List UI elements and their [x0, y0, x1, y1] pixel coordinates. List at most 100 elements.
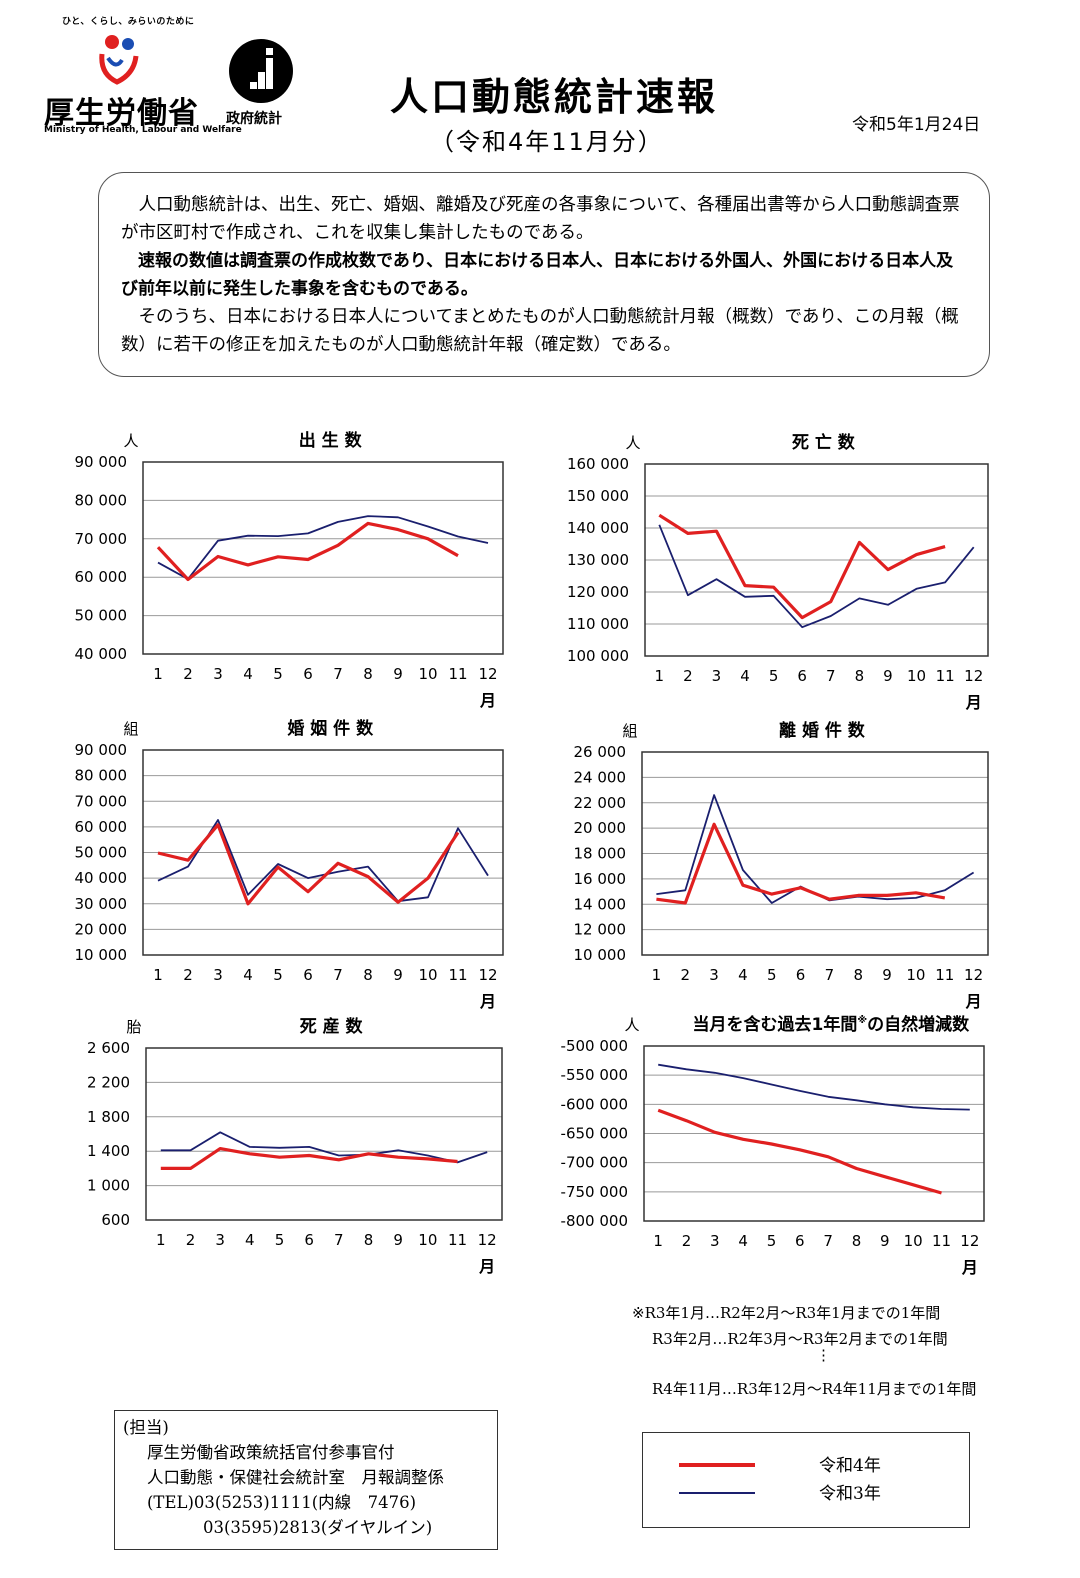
note-line-1: ※R3年1月…R2年2月～R3年1月までの1年間 — [632, 1304, 941, 1322]
births-xtick-label: 3 — [213, 665, 223, 683]
births-xtick-label: 12 — [478, 665, 497, 683]
deaths-title: 死 亡 数 — [792, 432, 856, 453]
deaths-ytick-label: 150 000 — [567, 487, 629, 505]
marriages-ytick-label: 20 000 — [75, 920, 128, 938]
marriages-xtick-label: 7 — [333, 966, 343, 984]
natural_change-series-r3-line — [658, 1063, 970, 1111]
natural_change-ytick-label: -500 000 — [561, 1037, 628, 1055]
stillbirths-ytick-label: 600 — [101, 1211, 130, 1229]
deaths-ytick-label: 130 000 — [567, 551, 629, 569]
deaths-ytick-label: 160 000 — [567, 455, 629, 473]
natural_change-plot-frame — [643, 1045, 985, 1222]
natural_change-ytick-label: -750 000 — [561, 1183, 628, 1201]
stillbirths-ytick-label: 1 800 — [87, 1108, 130, 1126]
legend-swatch-r3 — [679, 1492, 755, 1494]
divorces-xtick-label: 5 — [767, 966, 777, 984]
natural_change-xlabel: 月 — [961, 1258, 978, 1277]
births-title: 出 生 数 — [299, 430, 363, 451]
marriages-xtick-label: 5 — [273, 966, 283, 984]
divorces-ytick-label: 20 000 — [574, 819, 627, 837]
legend: 令和4年 令和3年 — [642, 1432, 970, 1528]
brand-name: 厚生労働省 — [44, 96, 199, 131]
deaths-plot-frame — [644, 463, 989, 657]
brand-en: Ministry of Health, Labour and Welfare — [44, 125, 242, 135]
marriages-xtick-label: 3 — [213, 966, 223, 984]
note-ellipsis: ⋮ — [816, 1346, 831, 1364]
divorces-xlabel: 月 — [965, 992, 982, 1011]
marriages-xtick-label: 6 — [303, 966, 313, 984]
stillbirths-xtick-label: 3 — [215, 1231, 225, 1249]
stillbirths-xtick-label: 7 — [334, 1231, 344, 1249]
births-xtick-label: 10 — [418, 665, 437, 683]
marriages-xtick-label: 1 — [153, 966, 163, 984]
births-series-r4-line — [156, 521, 459, 582]
marriages-xtick-label: 8 — [363, 966, 373, 984]
natural_change-xtick-label: 11 — [932, 1232, 951, 1250]
page-subtitle: （令和4年11月分） — [430, 128, 664, 156]
divorces-xtick-label: 6 — [796, 966, 806, 984]
births-xtick-label: 6 — [303, 665, 313, 683]
births-ytick-label: 70 000 — [75, 530, 128, 548]
natural_change-xtick-label: 8 — [852, 1232, 862, 1250]
stillbirths-xtick-label: 4 — [245, 1231, 255, 1249]
marriages-xlabel: 月 — [479, 992, 496, 1011]
deaths-ytick-label: 120 000 — [567, 583, 629, 601]
contact-dept: 厚生労働省政策統括官付参事官付 — [147, 1443, 395, 1462]
births-series-r3-line — [157, 515, 489, 580]
marriages-ytick-label: 60 000 — [75, 818, 128, 836]
page-title: 人口動態統計速報 — [390, 75, 719, 119]
divorces-ytick-label: 24 000 — [574, 768, 627, 786]
divorces-ytick-label: 16 000 — [574, 870, 627, 888]
intro-paragraph-3: そのうち、日本における日本人についてまとめたものが人口動態統計月報（概数）であり… — [121, 307, 959, 355]
note-line-3: R4年11月…R3年12月～R4年11月までの1年間 — [652, 1380, 977, 1398]
births-ytick-label: 80 000 — [75, 491, 128, 509]
births-xtick-label: 5 — [273, 665, 283, 683]
intro-paragraph-1: 人口動態統計は、出生、死亡、婚姻、離婚及び死産の各事象について、各種届出書等から… — [121, 195, 960, 243]
natural_change-xtick-label: 2 — [682, 1232, 692, 1250]
stillbirths-title: 死 産 数 — [300, 1016, 364, 1037]
natural_change-ylabel: 人 — [624, 1016, 639, 1034]
births-xtick-label: 1 — [153, 665, 163, 683]
natural_change-xtick-label: 1 — [653, 1232, 663, 1250]
births-xtick-label: 7 — [333, 665, 343, 683]
births-xtick-label: 8 — [363, 665, 373, 683]
divorces-xtick-label: 1 — [652, 966, 662, 984]
deaths-xlabel: 月 — [965, 693, 982, 712]
legend-label-r4: 令和4年 — [819, 1456, 881, 1476]
births-ytick-label: 60 000 — [75, 568, 128, 586]
contact-label: (担当) — [123, 1418, 169, 1437]
deaths-ytick-label: 110 000 — [567, 615, 629, 633]
stillbirths-xtick-label: 9 — [393, 1231, 403, 1249]
deaths-xtick-label: 3 — [712, 667, 722, 685]
divorces-ylabel: 組 — [622, 722, 637, 740]
marriages-xtick-label: 2 — [183, 966, 193, 984]
births-xtick-label: 4 — [243, 665, 253, 683]
brand-tagline: ひと、くらし、みらいのために — [62, 17, 195, 27]
contact-office: 人口動態・保健社会統計室 月報調整係 — [147, 1468, 444, 1487]
births-ytick-label: 50 000 — [75, 607, 128, 625]
deaths-xtick-label: 4 — [740, 667, 750, 685]
stillbirths-xtick-label: 10 — [418, 1231, 437, 1249]
stillbirths-ylabel: 胎 — [126, 1018, 141, 1036]
stillbirths-xtick-label: 12 — [478, 1231, 497, 1249]
stillbirths-xtick-label: 2 — [186, 1231, 196, 1249]
divorces-ytick-label: 12 000 — [574, 921, 627, 939]
stillbirths-xtick-label: 6 — [304, 1231, 314, 1249]
stillbirths-ytick-label: 1 000 — [87, 1177, 130, 1195]
deaths-xtick-label: 12 — [964, 667, 983, 685]
natural_change-xtick-label: 12 — [960, 1232, 979, 1250]
divorces-xtick-label: 3 — [709, 966, 719, 984]
release-date: 令和5年1月24日 — [852, 115, 981, 135]
births-plot-frame — [142, 461, 504, 655]
deaths-series-r3-line — [658, 524, 975, 629]
stillbirths-xtick-label: 11 — [448, 1231, 467, 1249]
deaths-ytick-label: 100 000 — [567, 647, 629, 665]
divorces-xtick-label: 7 — [825, 966, 835, 984]
legend-label-r3: 令和3年 — [819, 1484, 881, 1504]
deaths-xtick-label: 11 — [936, 667, 955, 685]
deaths-xtick-label: 9 — [883, 667, 893, 685]
divorces-xtick-label: 10 — [906, 966, 925, 984]
marriages-ytick-label: 40 000 — [75, 869, 128, 887]
births-xtick-label: 2 — [183, 665, 193, 683]
divorces-title: 離 婚 件 数 — [779, 720, 866, 741]
